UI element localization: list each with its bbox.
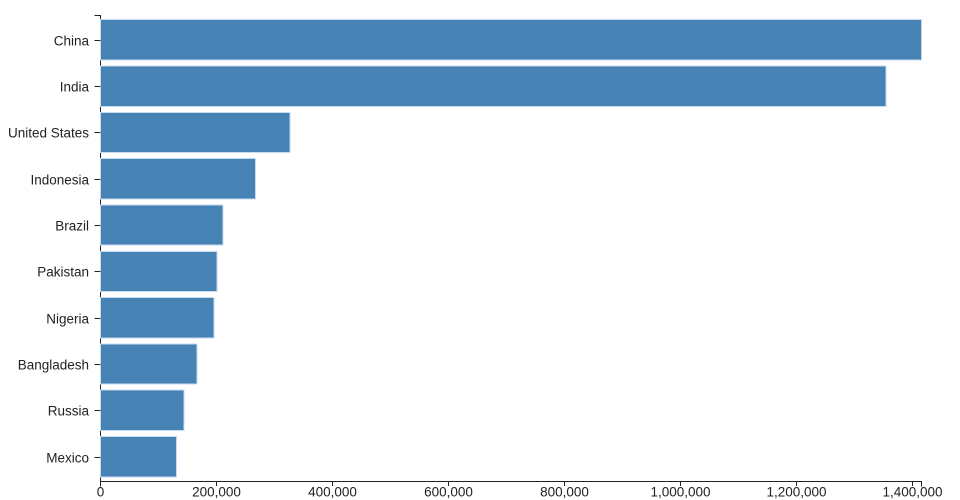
bar-india: [100, 65, 887, 107]
bar-indonesia: [100, 158, 256, 200]
x-axis-tick-label: 200,000: [192, 485, 241, 500]
bar-bangladesh: [100, 343, 198, 385]
y-axis-category-label-united-states: United States: [8, 125, 89, 140]
bar-nigeria: [100, 297, 215, 339]
x-axis-tick-label: 0: [97, 485, 105, 500]
x-axis-tick-label: 800,000: [540, 485, 589, 500]
y-axis-domain-line: [94, 15, 101, 482]
y-axis-category-label-indonesia: Indonesia: [30, 172, 89, 187]
y-axis-category-label-india: India: [60, 79, 90, 94]
x-axis-tick-label: 1,000,000: [650, 485, 710, 500]
y-axis-category-label-brazil: Brazil: [55, 218, 89, 233]
y-axis-category-label-pakistan: Pakistan: [37, 264, 89, 279]
x-axis-tick-label: 1,200,000: [766, 485, 826, 500]
y-axis-category-label-nigeria: Nigeria: [46, 311, 89, 326]
bar-brazil: [100, 204, 224, 246]
x-axis-tick-label: 600,000: [424, 485, 473, 500]
y-axis-category-label-mexico: Mexico: [46, 450, 89, 465]
bar-united-states: [100, 111, 291, 154]
bar-china: [100, 19, 922, 61]
bar-mexico: [100, 436, 177, 478]
bar-pakistan: [100, 250, 218, 293]
y-axis-category-label-russia: Russia: [48, 403, 90, 418]
y-axis: China India United States Indonesia Brazil Pa…: [8, 33, 101, 465]
x-axis-tick-label: 1,400,000: [882, 485, 942, 500]
x-axis-tick-label: 400,000: [308, 485, 357, 500]
x-axis: 0 200,000 400,000 600,000 800,000 1,000,000 1,…: [97, 481, 943, 500]
y-axis-category-label-china: China: [54, 33, 90, 48]
y-axis-category-label-bangladesh: Bangladesh: [18, 357, 89, 372]
bars-group: [100, 19, 922, 478]
bar-russia: [100, 389, 185, 432]
